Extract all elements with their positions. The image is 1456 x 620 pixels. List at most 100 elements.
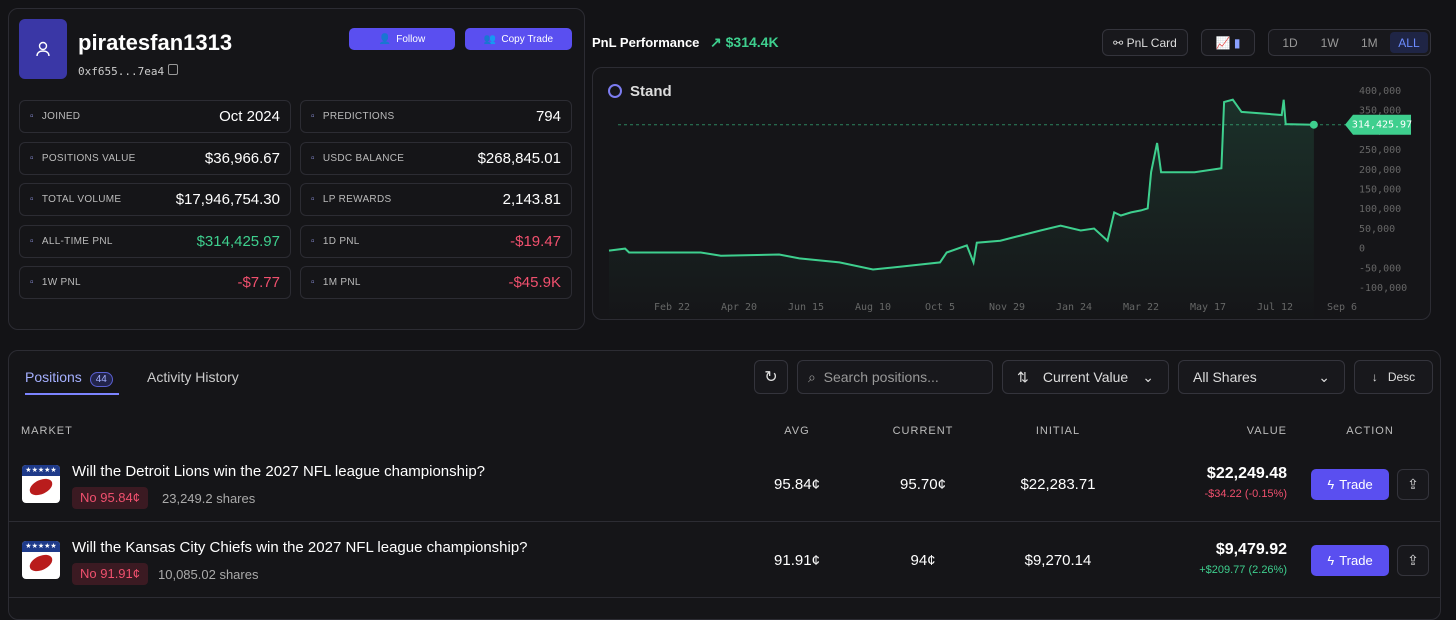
stat-label: LP REWARDS	[322, 194, 392, 205]
sort-select[interactable]: ⇅ Current Value ⌄	[1002, 360, 1169, 394]
y-tick-label: 250,000	[1359, 145, 1401, 156]
stat-value: -$7.77	[237, 274, 280, 291]
shares: 10,085.02 shares	[158, 567, 259, 582]
profile-card	[8, 8, 585, 330]
pnl-card-button[interactable]: ⚯ PnL Card	[1102, 29, 1188, 56]
stat-icon: ▫	[30, 194, 34, 205]
stat: ▫ PREDICTIONS 794	[300, 100, 572, 133]
pnl-title: PnL Performance	[592, 35, 700, 50]
market-icon: ★★★★★	[22, 541, 60, 579]
y-tick-label: 350,000	[1359, 106, 1401, 117]
pnl-line	[608, 98, 1314, 271]
chart: Stand -100,000 -50,000 0 50,000 100,000 150,0…	[608, 83, 1412, 319]
stat-label: 1W PNL	[41, 277, 81, 288]
sort-label: Current Value	[1042, 369, 1129, 385]
range-group: 1D 1W 1M ALL	[1268, 29, 1431, 56]
stat-icon: ▫	[311, 152, 315, 164]
stat-value: $17,946,754.30	[175, 191, 280, 208]
stat: ▫ 1D PNL -$19.47	[300, 224, 572, 258]
positions-tab-label: Positions	[25, 369, 82, 385]
stat-label: 1D PNL	[322, 235, 360, 247]
share-button[interactable]: ⇪	[1397, 469, 1429, 500]
current-cell: 95.70¢	[900, 476, 946, 493]
copy-icon[interactable]	[168, 64, 178, 75]
stat-value: $36,966.67	[204, 149, 280, 167]
search-box[interactable]: ⌕ Search positions...	[797, 360, 993, 394]
positions-tab[interactable]: Positions 44	[25, 369, 113, 387]
column-header: CURRENT	[892, 425, 954, 437]
current-cell: 94¢	[910, 552, 936, 569]
order-button[interactable]: ↓ Desc	[1354, 360, 1433, 394]
initial-cell: $9,270.14	[1024, 552, 1092, 569]
market-question: Will the Kansas City Chiefs win the 2027…	[72, 539, 528, 556]
refresh-button[interactable]: ↻	[754, 360, 788, 394]
stat-value: Oct 2024	[219, 108, 280, 125]
last-point	[1309, 120, 1318, 129]
avg-cell: 91.91¢	[774, 552, 820, 569]
row-divider	[8, 521, 1441, 522]
stat-label: ALL-TIME PNL	[41, 235, 113, 247]
stat-icon: ▫	[311, 111, 315, 122]
stat-label: PREDICTIONS	[322, 111, 395, 122]
activity-tab[interactable]: Activity History	[147, 369, 239, 385]
address: 0xf655...7ea4	[78, 65, 165, 78]
share-button[interactable]: ⇪	[1397, 545, 1429, 576]
outcome-pill: No 91.91¢	[72, 563, 148, 585]
area-fill	[609, 99, 1314, 319]
range-option[interactable]: 1W	[1320, 35, 1339, 50]
y-tick-label: -100,000	[1359, 283, 1407, 294]
stat-icon: ▫	[311, 235, 315, 247]
avg-cell: 95.84¢	[774, 476, 820, 493]
range-option[interactable]: ALL	[1389, 32, 1428, 53]
value-cell: $22,249.48	[1206, 465, 1287, 482]
copy-trade-label: Copy Trade	[501, 33, 554, 45]
range-option[interactable]: 1M	[1360, 35, 1378, 50]
column-header: MARKET	[21, 425, 73, 437]
y-tick-label: 400,000	[1359, 86, 1401, 97]
stat-label: USDC BALANCE	[322, 152, 405, 164]
stat: ▫ ALL-TIME PNL $314,425.97	[19, 224, 291, 258]
trade-button[interactable]: ϟ Trade	[1311, 469, 1389, 500]
stat-label: TOTAL VOLUME	[41, 194, 122, 205]
stat-icon: ▫	[30, 111, 34, 122]
stat-icon: ▫	[311, 194, 315, 205]
stat-label: JOINED	[41, 111, 81, 122]
chart-toggle[interactable]: 📈 ▮	[1201, 29, 1255, 56]
stat-value: -$45.9K	[508, 274, 561, 291]
stat-icon: ▫	[30, 152, 34, 164]
column-header: VALUE	[1246, 425, 1287, 437]
row-divider	[8, 597, 1441, 598]
stat: ▫ POSITIONS VALUE $36,966.67	[19, 141, 291, 175]
pnl-total-value: $314.4K	[725, 34, 779, 50]
filter-select[interactable]: All Shares ⌄	[1178, 360, 1345, 394]
value-cell: $9,479.92	[1215, 541, 1287, 558]
order-label: Desc	[1387, 370, 1416, 384]
last-value-tag	[1345, 114, 1411, 135]
stat: ▫ LP REWARDS 2,143.81	[300, 183, 572, 216]
pnl-card-label: PnL Card	[1126, 35, 1177, 50]
search-placeholder: Search positions...	[823, 369, 939, 385]
trade-icon: ϟ	[1327, 553, 1335, 568]
trade-label: Trade	[1339, 477, 1373, 492]
y-tick-label: 150,000	[1359, 185, 1401, 196]
positions-count: 44	[89, 372, 113, 387]
last-value-label: 314,425.97	[1352, 120, 1412, 131]
stat-icon: ▫	[30, 277, 34, 288]
y-tick-label: 50,000	[1359, 224, 1395, 235]
copy-trade-button[interactable]: 👥 Copy Trade	[465, 28, 572, 50]
tab-underline	[25, 393, 119, 395]
initial-cell: $22,283.71	[1020, 476, 1096, 493]
range-option[interactable]: 1D	[1282, 35, 1298, 50]
follow-button[interactable]: 👤 Follow	[349, 28, 455, 50]
market-question: Will the Detroit Lions win the 2027 NFL …	[72, 463, 486, 480]
avatar	[19, 19, 67, 79]
stat-label: 1M PNL	[322, 277, 361, 288]
stat-value: $268,845.01	[477, 149, 561, 167]
stat: ▫ 1M PNL -$45.9K	[300, 266, 572, 299]
shares: 23,249.2 shares	[162, 491, 256, 506]
watermark: Stand	[630, 83, 672, 100]
trade-icon: ϟ	[1327, 477, 1335, 492]
positions-card	[8, 350, 1441, 620]
stat-value: 794	[535, 108, 561, 125]
trade-button[interactable]: ϟ Trade	[1311, 545, 1389, 576]
